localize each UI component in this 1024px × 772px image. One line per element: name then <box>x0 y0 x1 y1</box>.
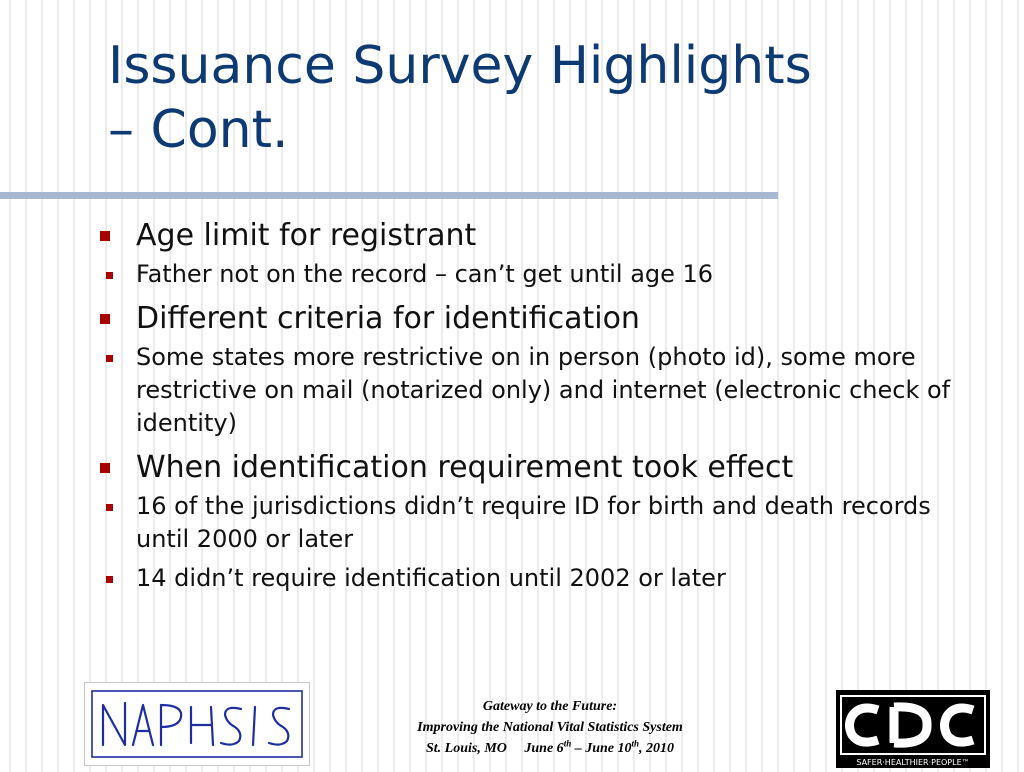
square-bullet-icon <box>106 272 113 279</box>
cdc-logo: SAFER·HEALTHIER·PEOPLE™ <box>836 690 990 768</box>
bullet-item-requirement-effect: When identification requirement took eff… <box>92 446 972 490</box>
naphsis-logo <box>84 682 310 766</box>
bullet-item-age-limit: Age limit for registrant <box>92 214 972 258</box>
sub-bullet-text: Father not on the record – can’t get unt… <box>136 260 714 288</box>
square-bullet-icon <box>106 576 113 583</box>
footer-place: St. Louis, MO <box>425 741 507 756</box>
slide-title: Issuance Survey Highlights – Cont. <box>108 34 988 162</box>
cdc-logo-graphic: SAFER·HEALTHIER·PEOPLE™ <box>836 690 990 768</box>
sub-bullet-item: Father not on the record – can’t get unt… <box>92 258 972 291</box>
cdc-tagline: SAFER·HEALTHIER·PEOPLE™ <box>856 758 969 767</box>
square-bullet-icon <box>100 314 110 324</box>
footer-line-3: St. Louis, MO June 6th – June 10th, 2010 <box>340 738 760 759</box>
footer-date-sep: – June 10 <box>574 741 632 756</box>
bullet-text: Age limit for registrant <box>136 218 477 253</box>
square-bullet-icon <box>100 231 110 241</box>
footer-line-2: Improving the National Vital Statistics … <box>417 720 683 735</box>
square-bullet-icon <box>100 463 110 473</box>
bullet-item-identification-criteria: Different criteria for identification <box>92 297 972 341</box>
sub-bullet-item: Some states more restrictive on in perso… <box>92 341 972 440</box>
sub-bullet-item: 14 didn’t require identification until 2… <box>92 562 972 595</box>
sub-bullet-list: 16 of the jurisdictions didn’t require I… <box>92 490 972 595</box>
sub-bullet-list: Father not on the record – can’t get unt… <box>92 258 972 291</box>
title-line-2: – Cont. <box>108 100 289 160</box>
footer-year: , 2010 <box>639 741 675 756</box>
sub-bullet-text: 16 of the jurisdictions didn’t require I… <box>136 492 931 553</box>
bullet-text: When identification requirement took eff… <box>136 450 794 485</box>
square-bullet-icon <box>106 504 113 511</box>
naphsis-logo-graphic <box>91 690 303 758</box>
bullet-list: Age limit for registrant Father not on t… <box>92 210 972 601</box>
footer-date-end-suffix: th <box>631 738 640 749</box>
bullet-text: Different criteria for identification <box>136 301 640 336</box>
footer-text: Gateway to the Future: Improving the Nat… <box>340 696 760 759</box>
sub-bullet-list: Some states more restrictive on in perso… <box>92 341 972 440</box>
footer-date-start-suffix: th <box>563 738 572 749</box>
footer-line-1: Gateway to the Future: <box>482 699 618 714</box>
square-bullet-icon <box>106 355 113 362</box>
title-line-1: Issuance Survey Highlights <box>108 36 812 96</box>
sub-bullet-text: Some states more restrictive on in perso… <box>136 343 951 437</box>
footer-date-start: June 6 <box>524 741 564 756</box>
sub-bullet-text: 14 didn’t require identification until 2… <box>136 564 726 592</box>
sub-bullet-item: 16 of the jurisdictions didn’t require I… <box>92 490 972 556</box>
title-divider <box>0 192 778 199</box>
